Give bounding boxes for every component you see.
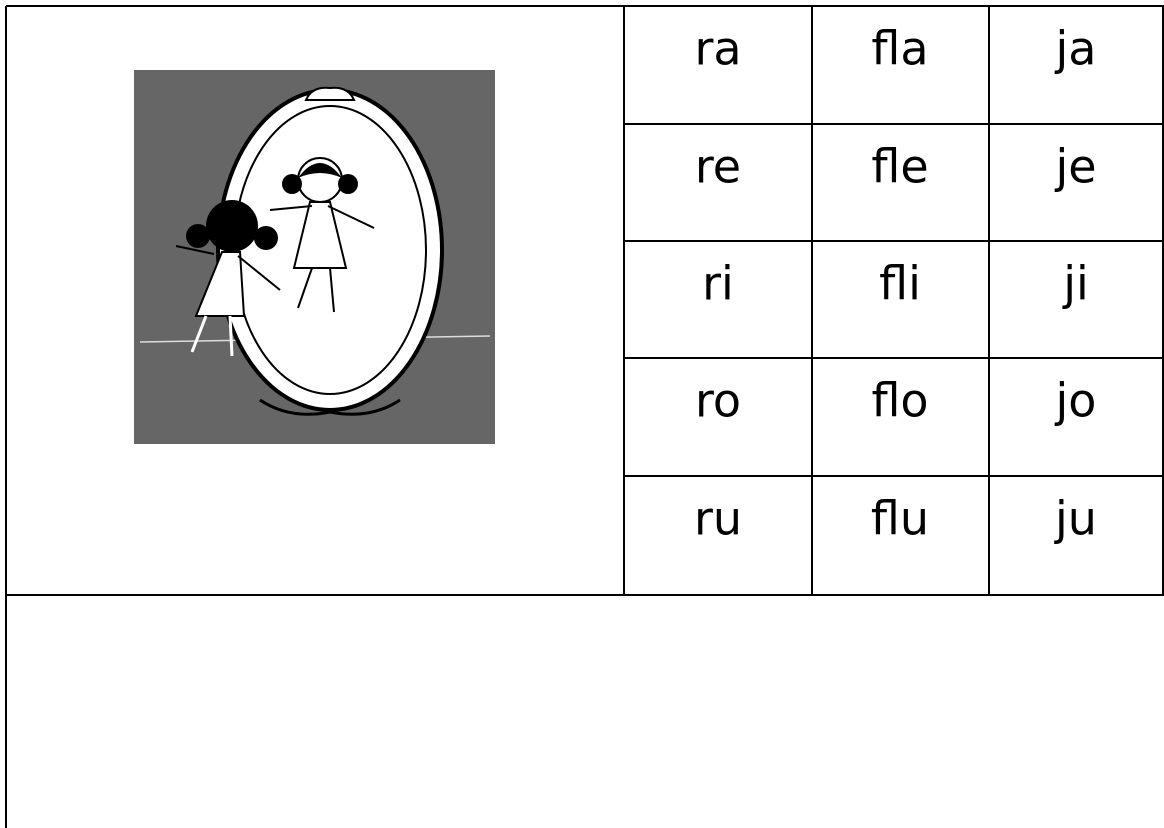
girl-bun (186, 224, 210, 248)
mirror-base (259, 398, 401, 416)
girl-leg (228, 315, 234, 357)
syllable: ra (694, 22, 741, 76)
reflection-arm (327, 205, 375, 229)
syllable: flu (871, 492, 929, 546)
syllable: ji (1062, 257, 1089, 311)
reflection-arm (269, 205, 313, 211)
syllable: ju (1054, 492, 1097, 546)
table-borders (5, 5, 1164, 828)
syllable: ja (1055, 22, 1097, 76)
syllable: fli (879, 257, 921, 311)
syllable: ro (695, 374, 741, 428)
syllable: jo (1055, 374, 1097, 428)
reflection-leg (297, 267, 313, 309)
girl-arm (237, 255, 281, 291)
syllable: fle (871, 140, 928, 194)
girl-dress (194, 251, 246, 317)
reflection-leg (329, 267, 335, 313)
syllable: flo (871, 374, 928, 428)
syllable: re (695, 140, 741, 194)
reflection-hair (298, 163, 342, 178)
girl-bun (254, 226, 278, 250)
girl-hair (206, 200, 258, 252)
reflection-dress (292, 201, 348, 269)
syllable: je (1054, 140, 1096, 194)
reflection-bun (338, 174, 358, 194)
syllable-cells: ra fla ja re fle je ri fli ji ro flo jo ru flu ju (694, 22, 1097, 546)
syllable: ri (702, 257, 734, 311)
illustration (134, 70, 495, 444)
girl-arm (175, 245, 215, 255)
girl-leg (190, 315, 208, 353)
mirror-ornament (304, 86, 356, 101)
reflection-bun (282, 174, 302, 194)
syllable: fla (871, 22, 928, 76)
syllable: ru (694, 492, 742, 546)
